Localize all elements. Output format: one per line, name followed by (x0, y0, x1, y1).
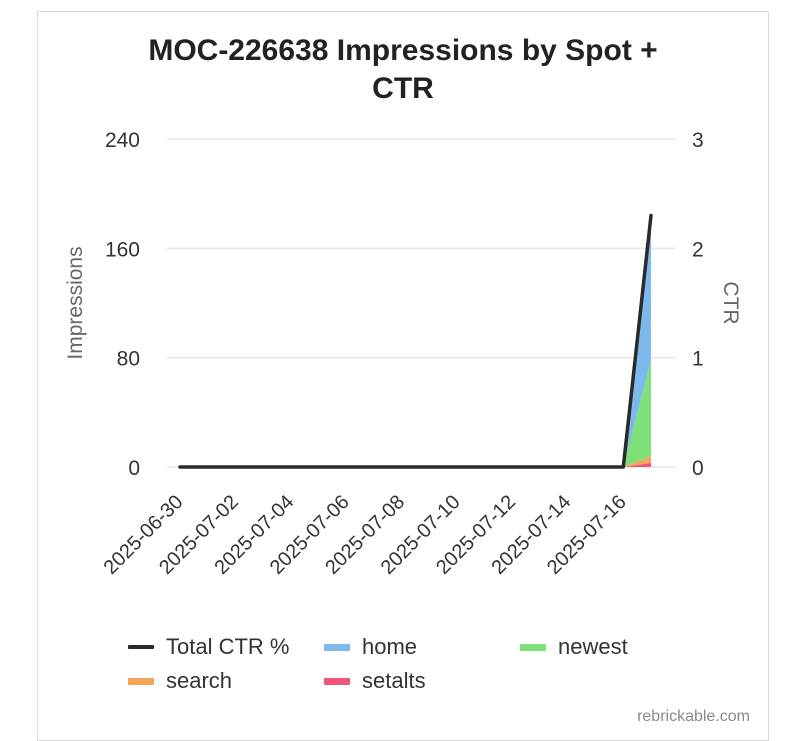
legend-label: search (166, 668, 233, 693)
y-tick-label-right: 0 (692, 457, 704, 480)
legend-swatch (324, 643, 350, 651)
y-tick-label-left: 160 (105, 238, 140, 261)
chart-legend: Total CTR % home newest search setalts (128, 632, 688, 702)
y-tick-label-right: 3 (692, 129, 704, 152)
legend-swatch (324, 677, 350, 685)
y-tick-label-right: 2 (692, 238, 704, 261)
legend-label: newest (558, 634, 628, 659)
legend-swatch (128, 645, 154, 649)
area-home (180, 227, 651, 467)
legend-item-setalts: setalts (324, 666, 426, 696)
y-tick-label-right: 1 (692, 348, 704, 371)
legend-label: setalts (362, 668, 426, 693)
area-newest (180, 360, 651, 467)
legend-swatch (128, 677, 154, 685)
chart-title-line-1: MOC-226638 Impressions by Spot + (148, 34, 658, 67)
legend-item-newest: newest (520, 632, 628, 662)
legend-item-search: search (128, 666, 232, 696)
y-axis-label: Impressions (64, 246, 87, 359)
legend-swatch (520, 643, 546, 651)
y-tick-label-left: 80 (117, 348, 140, 371)
legend-item-home: home (324, 632, 417, 662)
watermark: rebrickable.com (637, 708, 750, 725)
legend-item-total-ctr: Total CTR % (128, 632, 289, 662)
legend-label: Total CTR % (166, 634, 290, 659)
chart-title: MOC-226638 Impressions by Spot + CTR (0, 32, 806, 108)
legend-label: home (362, 634, 418, 659)
y-tick-label-left: 0 (128, 457, 140, 480)
y2-axis-label: CTR (719, 281, 742, 324)
chart-title-line-2: CTR (372, 72, 434, 105)
line-total-ctr (178, 213, 653, 469)
y-tick-label-left: 240 (105, 129, 140, 152)
